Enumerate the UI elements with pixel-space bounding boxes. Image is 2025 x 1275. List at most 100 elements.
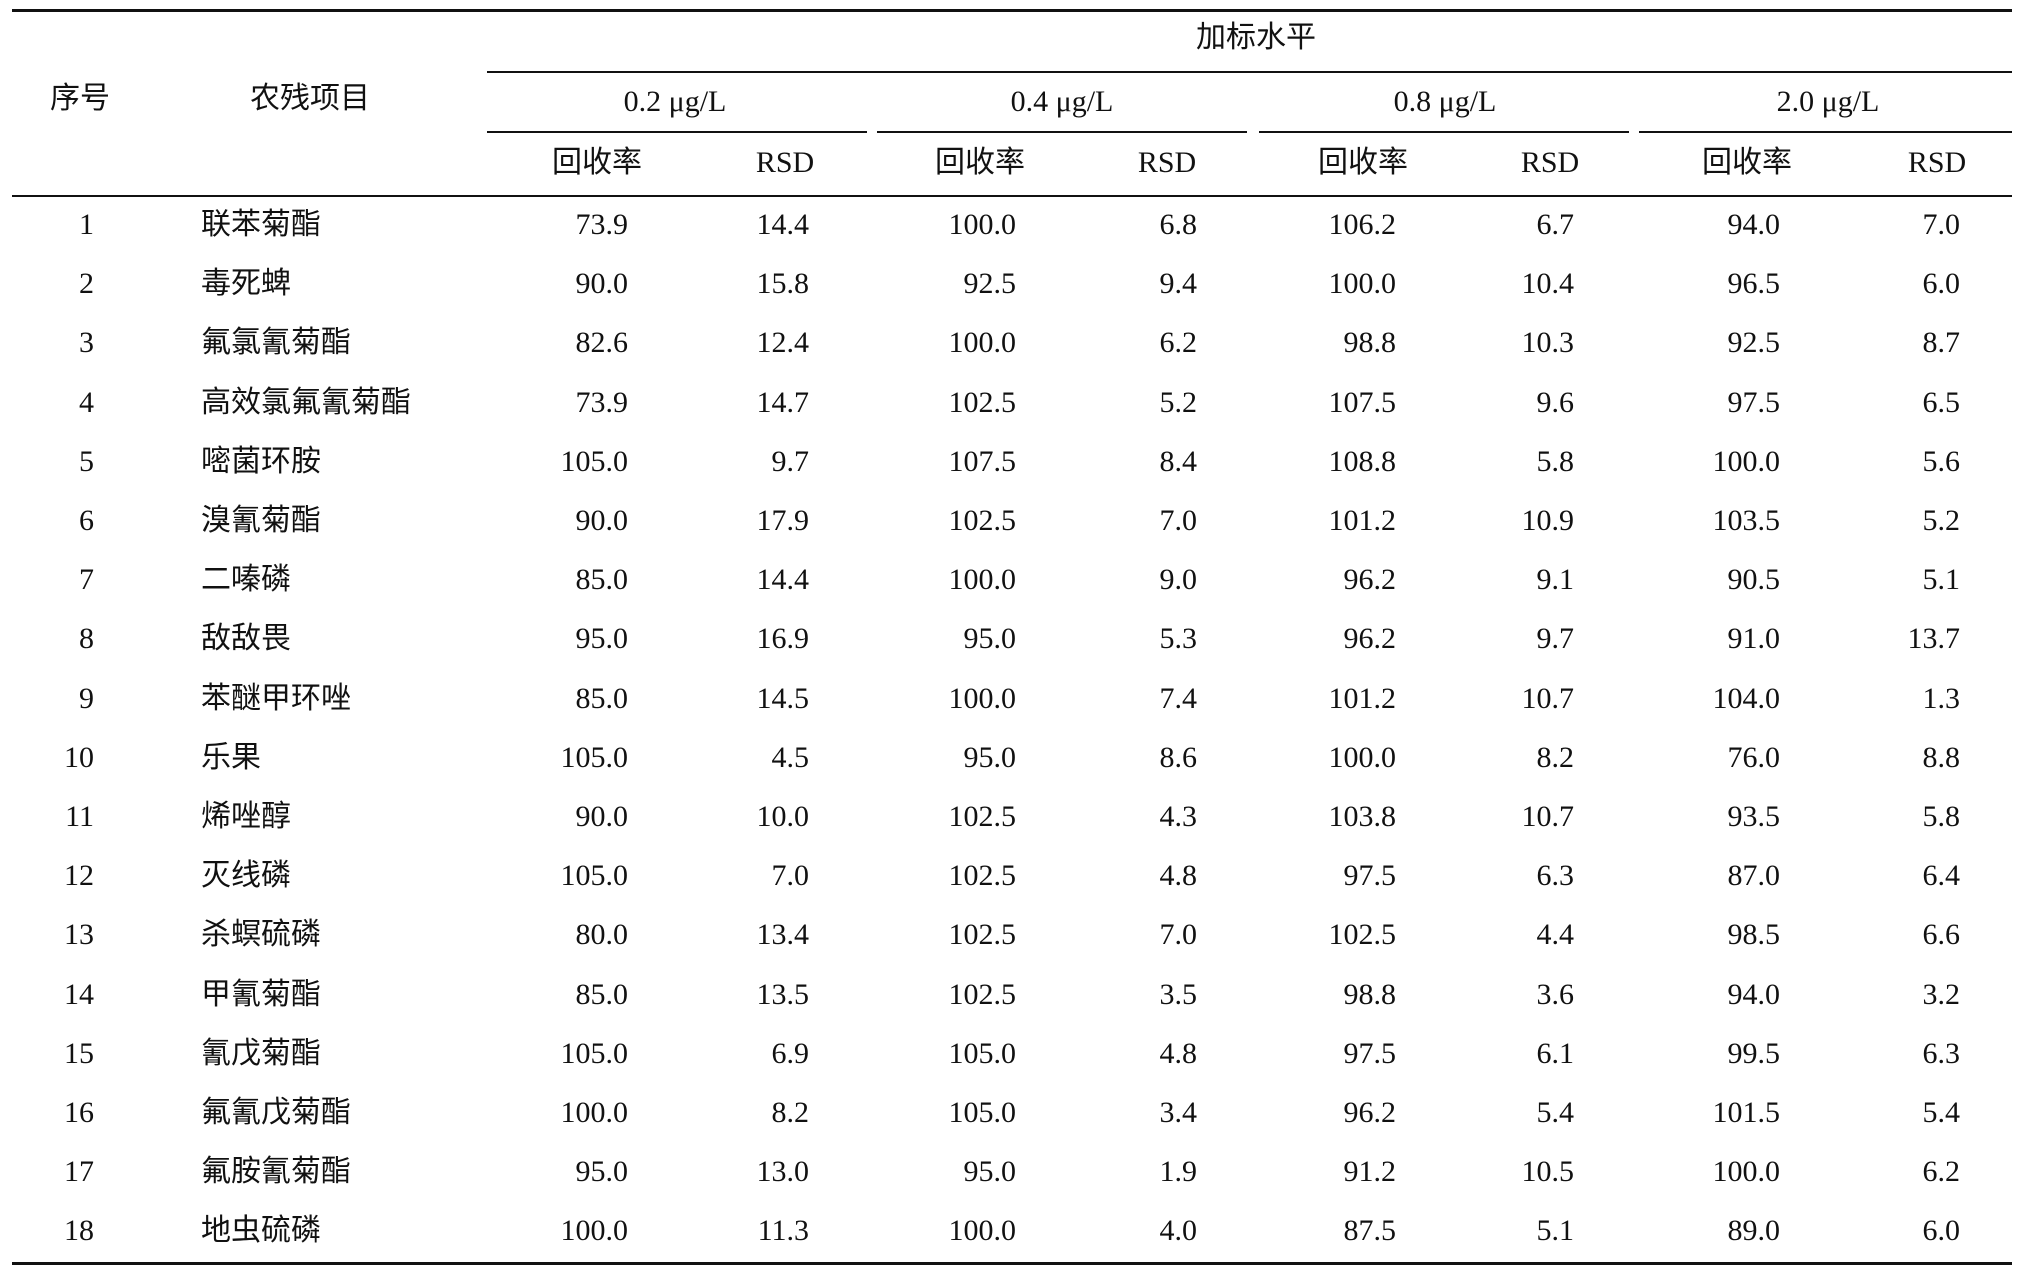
col-header-index: 序号 xyxy=(50,82,110,115)
recovery-cell: 105.0 xyxy=(948,1037,1017,1070)
row-index: 13 xyxy=(64,918,94,951)
rsd-cell: 8.6 xyxy=(1159,741,1198,774)
rsd-cell: 14.4 xyxy=(756,563,810,596)
rsd-cell: 7.0 xyxy=(1922,208,1961,241)
rsd-cell: 14.7 xyxy=(756,386,810,419)
rsd-cell: 6.6 xyxy=(1922,918,1961,951)
pesticide-name: 地虫硫磷 xyxy=(201,1214,321,1247)
sub-header-recovery: 回收率 xyxy=(1702,146,1792,179)
rsd-cell: 5.6 xyxy=(1922,445,1961,478)
recovery-cell: 82.6 xyxy=(575,326,629,359)
recovery-cell: 90.0 xyxy=(575,504,629,537)
recovery-cell: 102.5 xyxy=(948,504,1017,537)
rsd-cell: 9.7 xyxy=(1536,622,1575,655)
recovery-cell: 100.0 xyxy=(1712,445,1781,478)
recovery-cell: 101.5 xyxy=(1712,1096,1781,1129)
row-index: 4 xyxy=(79,386,94,419)
recovery-cell: 101.2 xyxy=(1328,682,1397,715)
rsd-cell: 17.9 xyxy=(756,504,810,537)
row-index: 2 xyxy=(79,267,94,300)
group-rule xyxy=(487,71,2012,73)
recovery-cell: 105.0 xyxy=(560,741,629,774)
recovery-cell: 87.5 xyxy=(1343,1214,1397,1247)
rsd-cell: 6.8 xyxy=(1159,208,1198,241)
recovery-cell: 107.5 xyxy=(1328,386,1397,419)
level-rule-1 xyxy=(487,131,867,133)
rsd-cell: 6.5 xyxy=(1922,386,1961,419)
recovery-cell: 101.2 xyxy=(1328,504,1397,537)
sub-header-rsd: RSD xyxy=(755,146,815,179)
rsd-cell: 5.4 xyxy=(1536,1096,1575,1129)
pesticide-name: 氟胺氰菊酯 xyxy=(201,1155,351,1188)
recovery-cell: 90.0 xyxy=(575,800,629,833)
rsd-cell: 6.4 xyxy=(1922,859,1961,892)
recovery-cell: 95.0 xyxy=(575,622,629,655)
recovery-cell: 96.2 xyxy=(1343,622,1397,655)
row-index: 6 xyxy=(79,504,94,537)
pesticide-name: 灭线磷 xyxy=(201,859,291,892)
rsd-cell: 10.7 xyxy=(1521,800,1575,833)
rsd-cell: 4.5 xyxy=(771,741,810,774)
rsd-cell: 9.4 xyxy=(1159,267,1198,300)
level-header-4: 2.0 μg/L xyxy=(1776,85,1880,118)
rsd-cell: 3.2 xyxy=(1922,978,1961,1011)
sub-header-rsd: RSD xyxy=(1520,146,1580,179)
group-header: 加标水平 xyxy=(1196,21,1316,54)
row-index: 9 xyxy=(79,682,94,715)
level-header-3: 0.8 μg/L xyxy=(1393,85,1497,118)
recovery-cell: 105.0 xyxy=(560,1037,629,1070)
row-index: 12 xyxy=(64,859,94,892)
recovery-cell: 73.9 xyxy=(575,208,629,241)
row-index: 5 xyxy=(79,445,94,478)
recovery-cell: 90.0 xyxy=(575,267,629,300)
pesticide-name: 毒死蜱 xyxy=(201,267,291,300)
rsd-cell: 7.4 xyxy=(1159,682,1198,715)
col-header-item: 农残项目 xyxy=(250,82,370,115)
pesticide-name: 甲氰菊酯 xyxy=(201,978,321,1011)
recovery-cell: 96.5 xyxy=(1727,267,1781,300)
rsd-cell: 5.8 xyxy=(1922,800,1961,833)
pesticide-name: 溴氰菊酯 xyxy=(201,504,321,537)
top-rule xyxy=(12,9,2012,12)
recovery-cell: 96.2 xyxy=(1343,1096,1397,1129)
recovery-cell: 89.0 xyxy=(1727,1214,1781,1247)
sub-header-rsd: RSD xyxy=(1907,146,1967,179)
recovery-cell: 100.0 xyxy=(948,1214,1017,1247)
row-index: 15 xyxy=(64,1037,94,1070)
recovery-cell: 96.2 xyxy=(1343,563,1397,596)
recovery-cell: 73.9 xyxy=(575,386,629,419)
row-index: 14 xyxy=(64,978,94,1011)
recovery-cell: 102.5 xyxy=(948,386,1017,419)
recovery-cell: 80.0 xyxy=(575,918,629,951)
rsd-cell: 7.0 xyxy=(1159,918,1198,951)
rsd-cell: 13.5 xyxy=(756,978,810,1011)
recovery-cell: 85.0 xyxy=(575,978,629,1011)
pesticide-name: 嘧菌环胺 xyxy=(201,445,321,478)
recovery-cell: 95.0 xyxy=(963,1155,1017,1188)
rsd-cell: 9.1 xyxy=(1536,563,1575,596)
rsd-cell: 6.0 xyxy=(1922,267,1961,300)
rsd-cell: 5.1 xyxy=(1536,1214,1575,1247)
pesticide-name: 二嗪磷 xyxy=(201,563,291,596)
recovery-cell: 100.0 xyxy=(948,208,1017,241)
recovery-cell: 87.0 xyxy=(1727,859,1781,892)
recovery-cell: 95.0 xyxy=(963,741,1017,774)
rsd-cell: 6.2 xyxy=(1922,1155,1961,1188)
rsd-cell: 8.2 xyxy=(1536,741,1575,774)
recovery-cell: 102.5 xyxy=(1328,918,1397,951)
rsd-cell: 5.2 xyxy=(1159,386,1198,419)
recovery-cell: 100.0 xyxy=(948,326,1017,359)
level-rule-3 xyxy=(1259,131,1629,133)
rsd-cell: 14.4 xyxy=(756,208,810,241)
recovery-cell: 100.0 xyxy=(560,1214,629,1247)
pesticide-name: 氟氯氰菊酯 xyxy=(201,326,351,359)
rsd-cell: 12.4 xyxy=(756,326,810,359)
rsd-cell: 10.3 xyxy=(1521,326,1575,359)
pesticide-name: 烯唑醇 xyxy=(201,800,291,833)
rsd-cell: 5.8 xyxy=(1536,445,1575,478)
recovery-cell: 92.5 xyxy=(963,267,1017,300)
rsd-cell: 9.0 xyxy=(1159,563,1198,596)
pesticide-name: 氟氰戊菊酯 xyxy=(201,1096,351,1129)
rsd-cell: 9.6 xyxy=(1536,386,1575,419)
recovery-cell: 76.0 xyxy=(1727,741,1781,774)
